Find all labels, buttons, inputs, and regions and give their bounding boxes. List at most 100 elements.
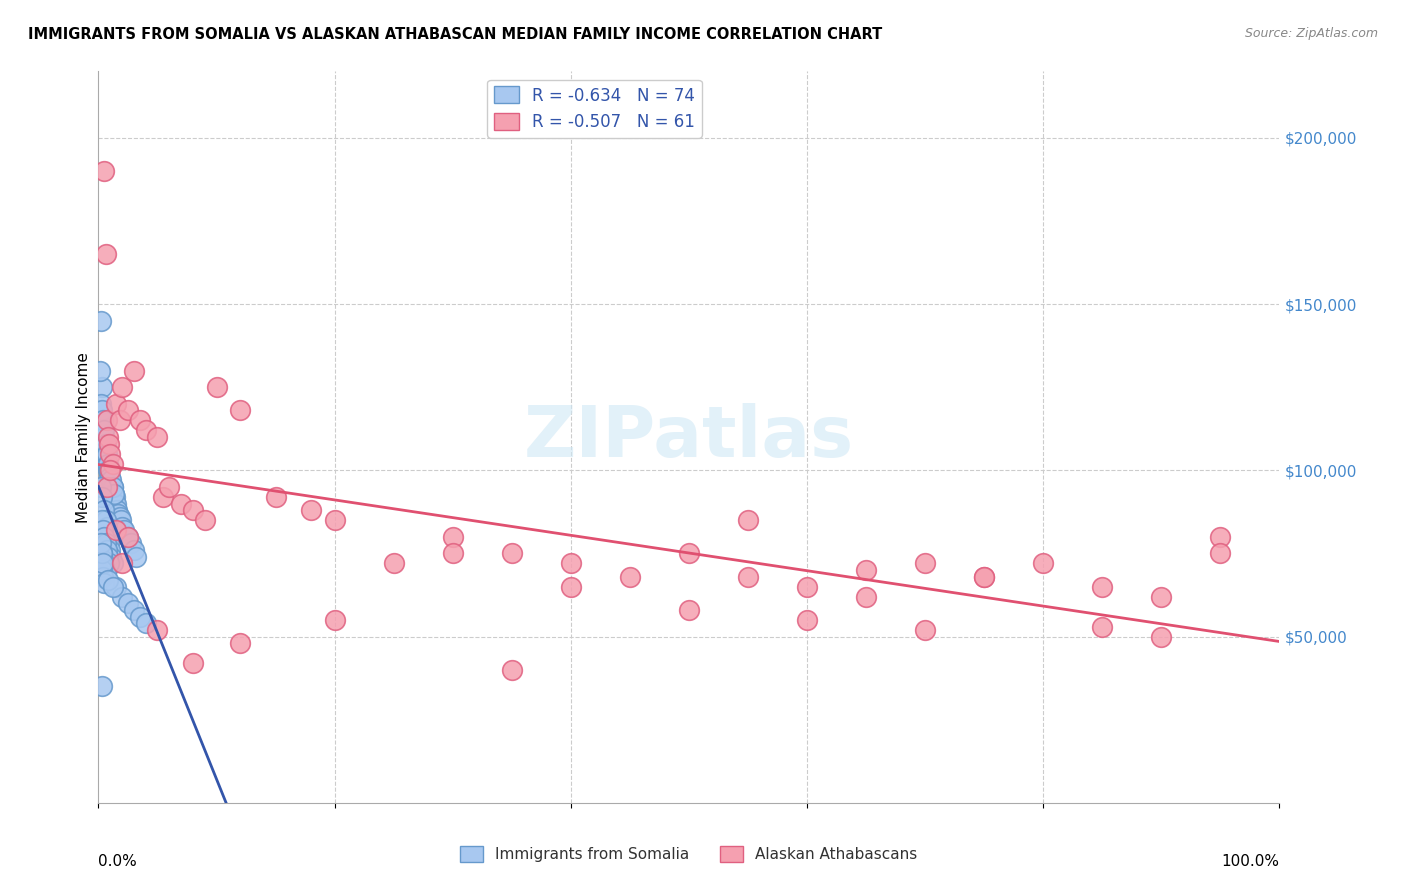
Point xyxy=(382,557,405,571)
Point xyxy=(96,413,118,427)
Point xyxy=(229,403,252,417)
Point xyxy=(90,480,112,494)
Point xyxy=(796,613,818,627)
Point xyxy=(91,563,114,577)
Point xyxy=(93,424,115,438)
Point xyxy=(678,546,700,560)
Point xyxy=(91,553,114,567)
Point xyxy=(94,247,117,261)
Point xyxy=(1150,590,1173,604)
Point xyxy=(1209,546,1232,560)
Point xyxy=(105,503,128,517)
Point xyxy=(501,546,523,560)
Point xyxy=(96,457,118,471)
Point xyxy=(128,413,150,427)
Point xyxy=(108,509,131,524)
Point xyxy=(97,573,120,587)
Point xyxy=(94,536,117,550)
Point xyxy=(91,546,114,560)
Point xyxy=(98,463,121,477)
Point xyxy=(91,570,114,584)
Point xyxy=(103,486,125,500)
Y-axis label: Median Family Income: Median Family Income xyxy=(76,351,91,523)
Point xyxy=(146,430,169,444)
Point xyxy=(146,623,169,637)
Point xyxy=(101,580,124,594)
Legend: Immigrants from Somalia, Alaskan Athabascans: Immigrants from Somalia, Alaskan Athabas… xyxy=(454,840,924,868)
Point xyxy=(299,503,322,517)
Point xyxy=(94,513,117,527)
Point xyxy=(678,603,700,617)
Text: IMMIGRANTS FROM SOMALIA VS ALASKAN ATHABASCAN MEDIAN FAMILY INCOME CORRELATION C: IMMIGRANTS FROM SOMALIA VS ALASKAN ATHAB… xyxy=(28,27,883,42)
Point xyxy=(1150,630,1173,644)
Point xyxy=(104,490,127,504)
Point xyxy=(91,546,114,560)
Point xyxy=(111,590,134,604)
Point xyxy=(91,413,114,427)
Point xyxy=(117,530,139,544)
Point xyxy=(97,549,120,564)
Point xyxy=(98,557,121,571)
Point xyxy=(501,663,523,677)
Point xyxy=(973,570,995,584)
Point xyxy=(101,480,124,494)
Point xyxy=(90,314,112,328)
Point xyxy=(105,523,128,537)
Point xyxy=(98,473,121,487)
Point xyxy=(101,557,124,571)
Point xyxy=(264,490,287,504)
Point xyxy=(98,470,121,484)
Point xyxy=(737,513,759,527)
Point xyxy=(855,563,877,577)
Point xyxy=(170,497,193,511)
Point xyxy=(737,570,759,584)
Point xyxy=(107,507,129,521)
Point xyxy=(98,436,121,450)
Point xyxy=(91,523,114,537)
Point xyxy=(93,430,115,444)
Point xyxy=(98,463,121,477)
Point xyxy=(125,549,148,564)
Point xyxy=(93,503,115,517)
Point xyxy=(93,530,115,544)
Text: 0.0%: 0.0% xyxy=(98,854,138,869)
Point xyxy=(98,447,121,461)
Text: 100.0%: 100.0% xyxy=(1222,854,1279,869)
Point xyxy=(110,513,132,527)
Text: ZIPatlas: ZIPatlas xyxy=(524,402,853,472)
Point xyxy=(796,580,818,594)
Point xyxy=(117,530,139,544)
Point xyxy=(91,490,114,504)
Point xyxy=(93,559,115,574)
Point xyxy=(914,557,936,571)
Point xyxy=(157,480,180,494)
Point xyxy=(135,616,157,631)
Point xyxy=(93,164,115,178)
Point xyxy=(1209,530,1232,544)
Point xyxy=(91,680,114,694)
Point xyxy=(105,497,128,511)
Text: Source: ZipAtlas.com: Source: ZipAtlas.com xyxy=(1244,27,1378,40)
Point xyxy=(91,413,114,427)
Point xyxy=(1091,619,1114,633)
Point xyxy=(1032,557,1054,571)
Point xyxy=(96,480,118,494)
Point xyxy=(323,513,346,527)
Point xyxy=(91,557,114,571)
Point xyxy=(441,530,464,544)
Point xyxy=(181,503,204,517)
Point xyxy=(101,480,124,494)
Point xyxy=(121,536,143,550)
Point xyxy=(855,590,877,604)
Point xyxy=(973,570,995,584)
Point xyxy=(91,380,114,394)
Point xyxy=(111,520,134,534)
Point xyxy=(93,576,115,591)
Point xyxy=(229,636,252,650)
Point xyxy=(98,536,121,550)
Point xyxy=(103,486,125,500)
Point xyxy=(105,580,128,594)
Point xyxy=(97,530,120,544)
Point xyxy=(914,623,936,637)
Point xyxy=(111,557,134,571)
